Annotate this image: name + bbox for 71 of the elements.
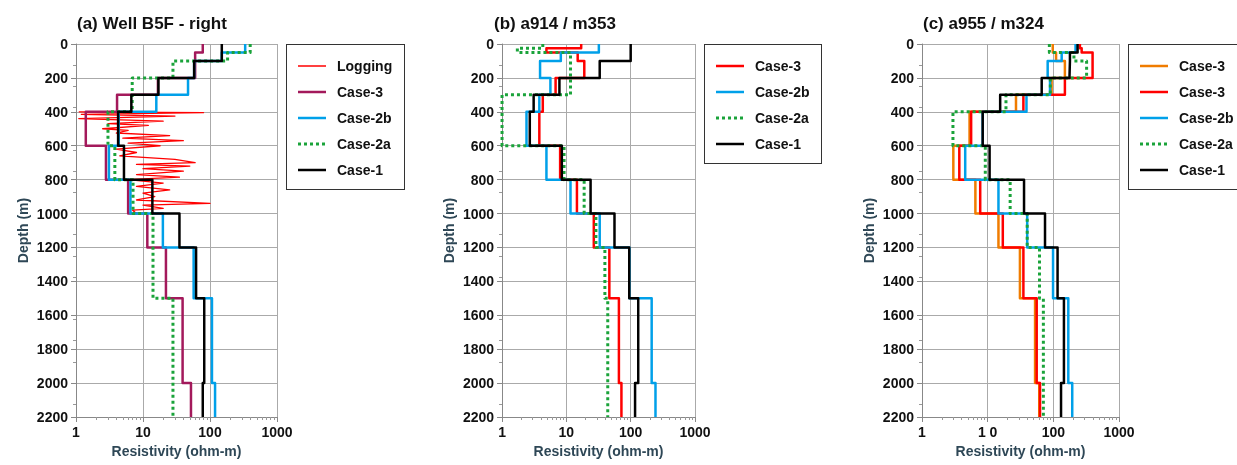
y-tick-label: 2200 bbox=[462, 409, 495, 425]
y-tick-label: 400 bbox=[470, 103, 495, 120]
y-tick-label: 200 bbox=[890, 69, 915, 86]
legend-label: Case-2a bbox=[337, 136, 391, 152]
y-tick-label: 2200 bbox=[36, 409, 69, 425]
y-tick-label: 400 bbox=[890, 103, 915, 120]
x-axis-title: Resistivity (ohm-m) bbox=[111, 442, 242, 459]
y-axis-title: Depth (m) bbox=[15, 197, 31, 264]
x-tick-label: 1000 bbox=[679, 424, 711, 440]
y-tick-label: 1000 bbox=[36, 205, 69, 222]
y-tick-label: 600 bbox=[890, 137, 915, 154]
y-tick-label: 800 bbox=[890, 171, 915, 188]
legend-label: Case-1 bbox=[1179, 162, 1225, 178]
x-tick-label: 100 bbox=[1041, 424, 1066, 440]
x-tick-label: 1 0 bbox=[977, 424, 998, 440]
y-axis-title: Depth (m) bbox=[441, 197, 458, 264]
y-tick-label: 0 bbox=[906, 36, 915, 52]
x-tick-label: 10 bbox=[135, 424, 151, 440]
y-tick-label: 2000 bbox=[36, 375, 69, 392]
legend-label: Case-3 bbox=[337, 84, 383, 100]
legend-label: Case-2b bbox=[337, 110, 392, 126]
x-tick-label: 10 bbox=[558, 424, 575, 440]
x-tick-label: 100 bbox=[619, 424, 643, 440]
y-tick-label: 1800 bbox=[36, 341, 69, 358]
chart-title: (b) a914 / m353 bbox=[494, 14, 616, 33]
y-axis-title: Depth (m) bbox=[861, 197, 877, 264]
legend-label: Case-2b bbox=[755, 84, 810, 100]
y-tick-label: 200 bbox=[44, 69, 69, 86]
y-tick-label: 600 bbox=[470, 137, 495, 154]
y-tick-label: 1600 bbox=[36, 307, 69, 324]
legend-label: Case-2a bbox=[755, 110, 809, 126]
legend-label: Case-1 bbox=[337, 162, 383, 178]
legend-label: Case-3 bbox=[755, 58, 801, 74]
x-tick-label: 1 bbox=[918, 424, 927, 440]
x-tick-label: 1000 bbox=[1103, 424, 1135, 440]
y-tick-label: 1600 bbox=[882, 307, 915, 324]
y-tick-label: 2000 bbox=[462, 375, 495, 392]
y-tick-label: 1000 bbox=[882, 205, 915, 222]
y-tick-label: 400 bbox=[44, 103, 69, 120]
y-tick-label: 2200 bbox=[882, 409, 915, 425]
y-tick-label: 800 bbox=[470, 171, 495, 188]
x-tick-label: 100 bbox=[198, 424, 222, 440]
y-tick-label: 1800 bbox=[882, 341, 915, 358]
x-tick-label: 1 bbox=[72, 424, 81, 440]
chart-title: (a) Well B5F - right bbox=[77, 14, 228, 33]
legend-label: Case-1 bbox=[755, 136, 801, 152]
legend-label: Logging bbox=[337, 58, 393, 74]
y-tick-label: 1200 bbox=[882, 239, 915, 256]
y-tick-label: 1000 bbox=[462, 205, 495, 222]
x-axis-title: Resistivity (ohm-m) bbox=[955, 442, 1086, 459]
y-tick-label: 1400 bbox=[36, 273, 69, 290]
y-tick-label: 1200 bbox=[36, 239, 69, 256]
y-tick-label: 0 bbox=[486, 36, 495, 52]
y-tick-label: 0 bbox=[60, 36, 69, 52]
x-tick-label: 1000 bbox=[261, 424, 293, 440]
y-tick-label: 1200 bbox=[462, 239, 495, 256]
y-tick-label: 2000 bbox=[882, 375, 915, 392]
legend-label: Case-2a bbox=[1179, 136, 1233, 152]
x-axis-title: Resistivity (ohm-m) bbox=[533, 442, 664, 459]
legend-label: Case-3 bbox=[1179, 58, 1225, 74]
legend-label: Case-3 bbox=[1179, 84, 1225, 100]
y-tick-label: 600 bbox=[44, 137, 69, 154]
legend-label: Case-2b bbox=[1179, 110, 1234, 126]
y-tick-label: 200 bbox=[470, 69, 495, 86]
x-tick-label: 1 bbox=[498, 424, 507, 440]
y-tick-label: 1800 bbox=[462, 341, 495, 358]
chart-title: (c) a955 / m324 bbox=[923, 14, 1045, 33]
y-tick-label: 1400 bbox=[462, 273, 495, 290]
y-tick-label: 1400 bbox=[882, 273, 915, 290]
y-tick-label: 1600 bbox=[462, 307, 495, 324]
y-tick-label: 800 bbox=[44, 171, 69, 188]
